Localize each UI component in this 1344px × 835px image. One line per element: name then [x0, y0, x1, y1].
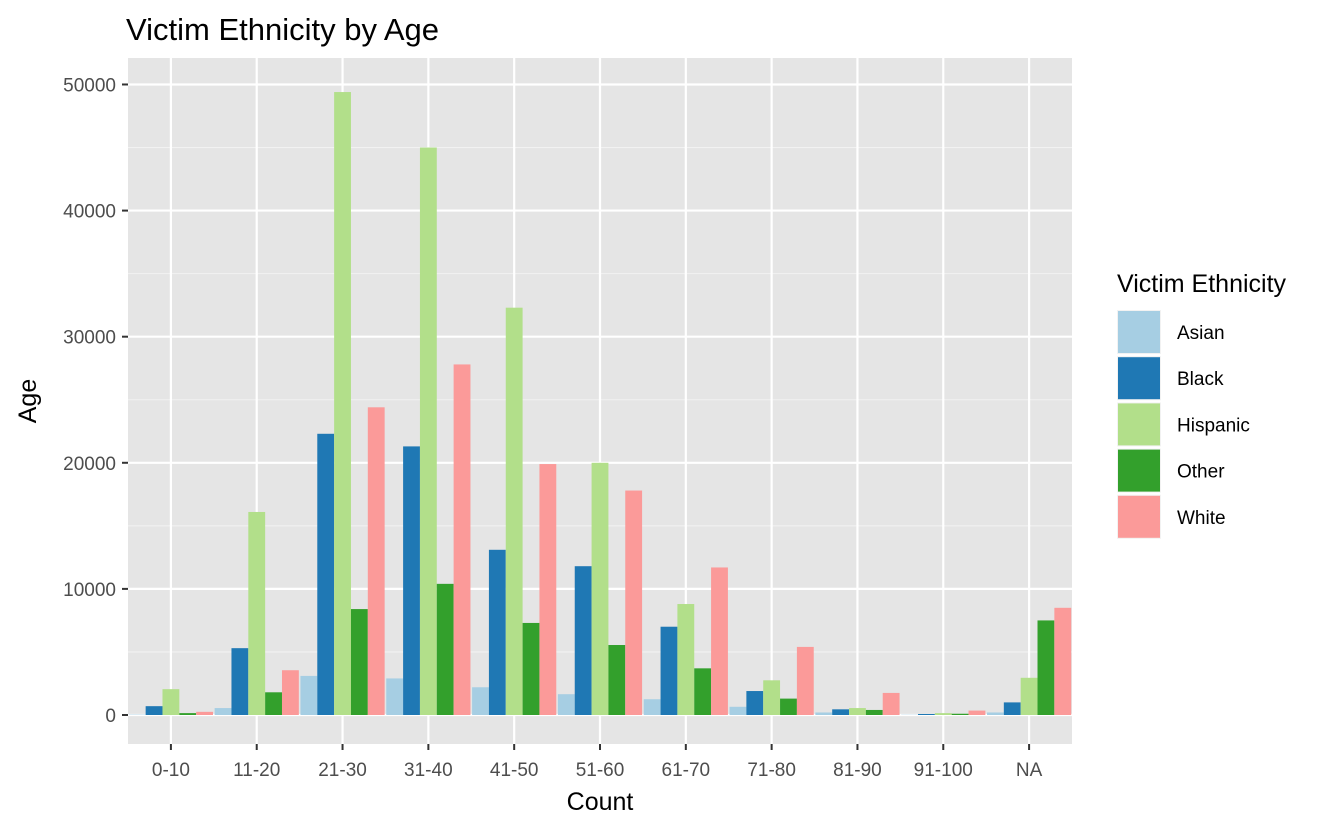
- bar-hispanic-21-30: [334, 92, 351, 715]
- bar-other-31-40: [437, 584, 454, 715]
- chart-title: Victim Ethnicity by Age: [126, 12, 439, 47]
- bar-black-61-70: [661, 627, 678, 715]
- y-tick-label: 10000: [63, 580, 116, 601]
- bar-hispanic-61-70: [677, 604, 694, 715]
- y-tick-label: 40000: [63, 202, 116, 223]
- y-tick-label: 0: [105, 706, 116, 727]
- bar-asian-61-70: [644, 699, 661, 715]
- legend-swatch-other: [1118, 450, 1160, 492]
- y-tick-label: 20000: [63, 454, 116, 475]
- bar-white-51-60: [625, 491, 642, 715]
- x-tick-label: 81-90: [833, 760, 882, 781]
- bar-hispanic-41-50: [506, 308, 523, 715]
- bar-white-41-50: [539, 464, 556, 715]
- bar-white-91-100: [969, 711, 986, 715]
- y-tick-label: 30000: [63, 328, 116, 349]
- bar-black-11-20: [231, 648, 248, 715]
- x-tick-label: 71-80: [747, 760, 796, 781]
- legend-swatch-asian: [1118, 311, 1160, 353]
- x-tick-label: 21-30: [318, 760, 367, 781]
- legend: Victim Ethnicity Asian Black Hispanic Other…: [1117, 270, 1287, 539]
- x-tick-label: 91-100: [914, 760, 973, 781]
- x-axis-title: Count: [567, 788, 634, 816]
- legend-label-asian: Asian: [1177, 323, 1225, 344]
- bar-other-41-50: [523, 623, 540, 715]
- bar-hispanic-81-90: [849, 708, 866, 715]
- bar-hispanic-0-10: [162, 689, 179, 715]
- bar-black-71-80: [746, 691, 763, 715]
- bar-black-91-100: [918, 714, 935, 715]
- x-tick-label: 51-60: [576, 760, 625, 781]
- bar-asian-21-30: [300, 676, 317, 715]
- legend-label-black: Black: [1177, 369, 1224, 390]
- legend-label-white: White: [1177, 508, 1226, 529]
- bar-hispanic-51-60: [592, 463, 609, 715]
- x-tick-label: 0-10: [152, 760, 190, 781]
- bar-white-0-10: [196, 712, 213, 715]
- bar-other-51-60: [608, 645, 625, 715]
- bar-hispanic-na: [1021, 678, 1038, 715]
- bar-white-21-30: [368, 407, 385, 715]
- bar-other-na: [1038, 620, 1055, 715]
- bar-asian-31-40: [386, 678, 403, 715]
- bar-asian-71-80: [730, 707, 747, 715]
- legend-swatch-black: [1118, 357, 1160, 399]
- x-tick-label: 41-50: [490, 760, 539, 781]
- bar-other-61-70: [694, 668, 711, 715]
- bar-other-91-100: [952, 714, 969, 715]
- bar-asian-11-20: [215, 708, 232, 715]
- bar-hispanic-91-100: [935, 713, 952, 715]
- bar-black-na: [1004, 702, 1021, 715]
- bar-black-0-10: [146, 706, 163, 715]
- bar-white-71-80: [797, 647, 814, 715]
- y-axis-title: Age: [14, 379, 42, 423]
- bar-hispanic-11-20: [248, 512, 265, 715]
- bar-other-0-10: [179, 713, 196, 715]
- bar-other-21-30: [351, 609, 368, 715]
- y-axis: 0 10000 20000 30000 40000 50000: [63, 75, 128, 727]
- bar-asian-na: [987, 712, 1004, 715]
- bar-asian-41-50: [472, 687, 489, 715]
- bar-black-31-40: [403, 446, 420, 715]
- bar-white-81-90: [883, 693, 900, 715]
- legend-label-hispanic: Hispanic: [1177, 415, 1250, 436]
- bar-asian-51-60: [558, 694, 575, 715]
- x-tick-label: NA: [1016, 760, 1043, 781]
- bar-other-11-20: [265, 692, 282, 715]
- legend-swatch-hispanic: [1118, 403, 1160, 445]
- legend-label-other: Other: [1177, 462, 1225, 483]
- bar-black-41-50: [489, 550, 506, 715]
- bar-other-71-80: [780, 699, 797, 715]
- bar-hispanic-71-80: [763, 680, 780, 715]
- x-tick-label: 61-70: [662, 760, 711, 781]
- bar-asian-81-90: [815, 712, 832, 715]
- legend-swatch-white: [1118, 496, 1160, 538]
- bar-black-81-90: [832, 709, 849, 715]
- bar-white-61-70: [711, 567, 728, 715]
- bar-white-31-40: [454, 364, 471, 715]
- bar-white-na: [1054, 608, 1071, 715]
- bar-other-81-90: [866, 710, 883, 715]
- x-tick-label: 11-20: [233, 760, 280, 781]
- x-tick-label: 31-40: [404, 760, 453, 781]
- y-tick-label: 50000: [63, 75, 116, 96]
- bar-black-51-60: [575, 566, 592, 715]
- bar-black-21-30: [317, 434, 334, 715]
- bar-hispanic-31-40: [420, 148, 437, 715]
- legend-title: Victim Ethnicity: [1117, 270, 1287, 298]
- x-axis: 0-10 11-20 21-30 31-40 41-50 51-60 61-70 71-80 8…: [152, 744, 1043, 781]
- bar-white-11-20: [282, 670, 299, 715]
